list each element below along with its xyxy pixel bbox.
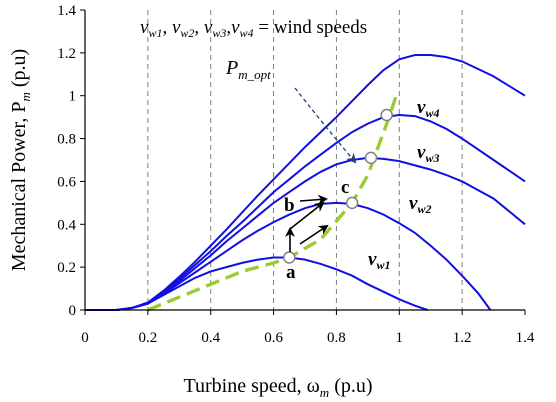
optimal-power-curve: [147, 94, 400, 312]
arrow-a-right: [299, 224, 329, 245]
y-tick-label: 1.4: [57, 3, 76, 19]
p-opt-pointer-arrow: [294, 87, 357, 164]
curve-label-vw4: vw4: [417, 97, 439, 120]
x-tick-label: 0.4: [201, 330, 220, 346]
arrow-b-to-c: [299, 194, 328, 205]
x-tick-label: 0.2: [138, 330, 157, 346]
operating-point: [364, 151, 378, 165]
y-tick-label: 0: [69, 303, 77, 319]
y-tick-label: 0.8: [57, 132, 76, 148]
curve-label-vw2: vw2: [409, 193, 431, 216]
y-tick-label: 1: [69, 89, 77, 105]
operating-points: [283, 108, 393, 264]
y-axis-title: Mechanical Power, Pm (p.u): [8, 49, 33, 271]
y-tick-label: 0.2: [57, 260, 76, 276]
curve-label-vw1: vw1: [368, 249, 390, 272]
y-tick-label: 0.4: [57, 217, 76, 233]
series-line-v-w5: [85, 54, 526, 311]
x-tick-label: 1.2: [453, 330, 472, 346]
arrow-b-right: [289, 201, 325, 230]
optimal-curve-label: Pm_opt: [225, 57, 271, 82]
y-tick-label: 0.6: [57, 174, 76, 190]
x-tick-label: 1.4: [516, 330, 535, 346]
x-axis-title: Turbine speed, ωm (p.u): [183, 375, 372, 400]
point-label-b: b: [284, 195, 295, 216]
operating-point: [380, 108, 393, 122]
x-tick-label: 1: [396, 330, 404, 346]
y-tick-label: 1.2: [57, 46, 76, 62]
axis-ticks: 0 0.2 0.4 0.6 0.8 1 1.2 1.4 0 0.2 0.4 0.6 0.8 1 1.2 1.4: [57, 3, 535, 346]
x-tick-label: 0.6: [264, 330, 283, 346]
wind-speed-legend: vw1, vw2, vw3,vw4 = wind speeds: [140, 17, 367, 40]
curve-label-vw3: vw3: [417, 142, 439, 165]
point-label-a: a: [286, 262, 296, 283]
x-tick-label: 0: [81, 330, 89, 346]
operating-point: [345, 196, 359, 210]
wind-speed-curves: [85, 54, 526, 311]
series-line-v-w3: [85, 156, 526, 311]
point-label-c: c: [341, 177, 349, 198]
series-line-v-w4: [85, 113, 526, 311]
x-tick-label: 0.8: [327, 330, 346, 346]
